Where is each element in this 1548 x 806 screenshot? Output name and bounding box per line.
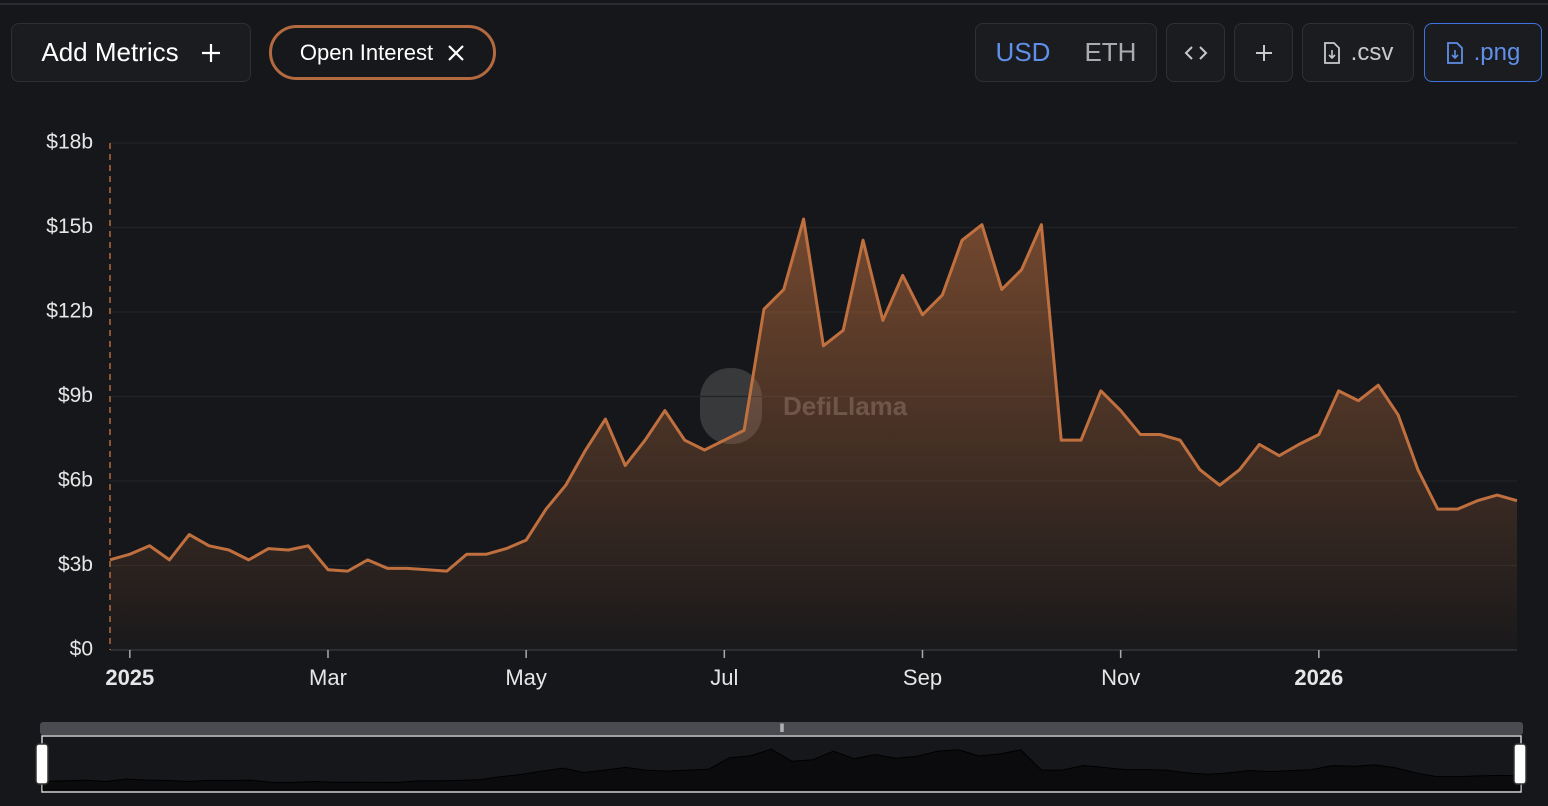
top-border [0,3,1548,5]
line [109,217,1518,573]
add-metrics-label: Add Metrics [41,37,179,67]
watermark: DefiLlama [700,368,908,444]
png-button[interactable]: .png [1424,23,1542,82]
x-tick-label: Nov [1101,665,1140,690]
plus-icon [1255,44,1272,61]
x-tick-label: Jul [710,665,738,690]
currency-usd[interactable]: USD [995,37,1051,67]
x-tick-label: Sep [903,665,942,690]
metric-chip-label: Open Interest [299,39,434,65]
y-tick-label: $0 [70,638,93,661]
overview-handle[interactable] [1513,743,1527,785]
csv-button[interactable]: .csv [1302,23,1414,82]
watermark-text: DefiLlama [783,391,908,421]
embed-button[interactable] [1166,23,1225,82]
code-icon [1184,45,1207,60]
plus-icon [201,43,220,62]
y-tick-label: $18b [46,131,93,154]
watermark-logo [700,368,762,444]
overview-area [42,748,1521,791]
currency-toggle: USD ETH [975,23,1157,82]
y-tick-label: $3b [58,553,93,576]
x-tick-label: 2026 [1294,665,1343,690]
add-chart-button[interactable] [1234,23,1293,82]
overview-bar [40,722,1523,735]
area [110,219,1517,651]
y-tick-label: $6b [58,469,93,492]
overview-handle[interactable] [35,743,49,785]
csv-label: .csv [1350,38,1394,66]
file-icon [1446,41,1463,64]
metric-chip[interactable]: Open Interest [269,25,496,80]
x-tick-label: May [505,665,547,690]
x-tick-label: 2025 [105,665,154,690]
y-tick-label: $9b [58,384,93,407]
y-tick-label: $15b [46,215,93,238]
add-metrics-button[interactable]: Add Metrics [11,23,251,82]
y-tick-label: $12b [46,300,93,323]
currency-eth[interactable]: ETH [1084,37,1137,67]
overview-grip: ‖ [780,721,785,735]
close-icon[interactable] [447,44,465,62]
png-label: .png [1473,38,1521,66]
overview-frame [41,735,1522,793]
file-icon [1323,41,1340,64]
x-tick-label: Mar [309,665,347,690]
